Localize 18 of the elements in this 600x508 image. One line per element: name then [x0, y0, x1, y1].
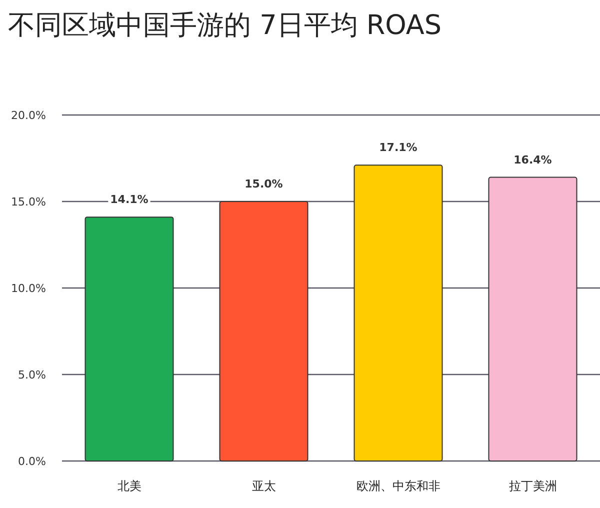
data-label: 15.0%	[244, 178, 283, 190]
x-tick-label: 拉丁美洲	[508, 479, 557, 493]
y-tick-label: 15.0%	[11, 196, 46, 208]
bar	[219, 201, 308, 462]
y-tick-label: 0.0%	[18, 455, 46, 468]
chart-title: 不同区域中国手游的 7日平均 ROAS	[8, 10, 442, 41]
bar	[84, 216, 174, 462]
x-tick-label: 亚太	[252, 479, 276, 493]
bar	[488, 176, 578, 462]
data-label: 16.4%	[514, 153, 552, 166]
data-label: 17.1%	[379, 141, 418, 154]
x-tick-label: 北美	[117, 479, 142, 493]
data-label: 14.1%	[110, 193, 148, 206]
x-tick-label: 欧洲、中东和非	[356, 479, 440, 493]
bar	[354, 164, 443, 462]
y-tick-label: 20.0%	[11, 109, 46, 122]
y-tick-label: 10.0%	[11, 282, 46, 295]
y-tick-label: 5.0%	[18, 368, 46, 382]
